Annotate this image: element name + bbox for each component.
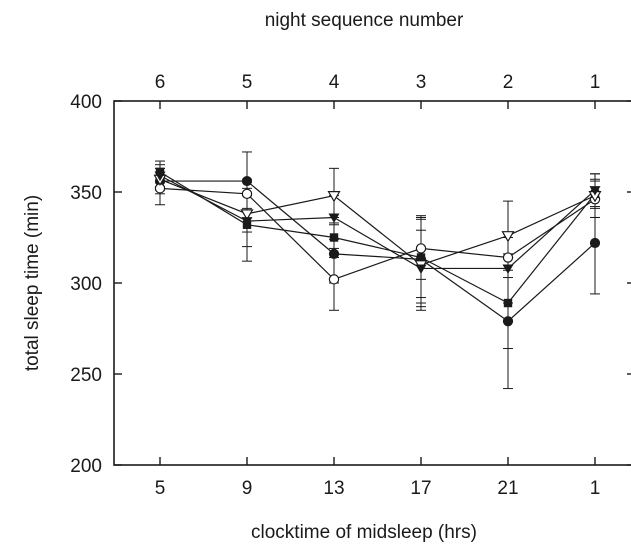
top-axis-title: night sequence number — [265, 10, 464, 31]
y-axis-title: total sleep time (min) — [22, 195, 43, 371]
x2-tick-label: 2 — [503, 72, 514, 93]
y-tick-label: 200 — [70, 456, 102, 477]
x-tick-label: 21 — [497, 478, 518, 499]
data-point-open-triangle — [240, 209, 254, 221]
series-line — [160, 180, 596, 322]
plot-frame — [113, 100, 631, 466]
x-tick-label: 17 — [410, 478, 431, 499]
series-lines — [159, 171, 596, 322]
series-line — [159, 187, 596, 281]
error-bars — [155, 151, 600, 390]
data-point-filled-triangle — [415, 264, 427, 274]
data-point-open-circle — [502, 252, 514, 263]
data-point-open-triangle — [501, 231, 515, 243]
data-point-filled-circle — [328, 248, 340, 259]
data-point-filled-circle — [502, 316, 514, 327]
x2-tick-label: 5 — [242, 72, 253, 93]
x-tick-label: 13 — [323, 478, 344, 499]
y-tick-label: 300 — [70, 274, 102, 295]
data-point-filled-square — [416, 253, 426, 262]
x-tick-label: 9 — [242, 478, 253, 499]
data-point-open-circle — [415, 243, 427, 254]
data-point-filled-triangle — [154, 171, 166, 182]
y-tick-label: 250 — [70, 365, 102, 386]
data-point-filled-triangle — [328, 213, 340, 223]
data-point-open-triangle — [327, 191, 341, 203]
x-tick-label: 5 — [155, 478, 166, 499]
data-point-open-circle — [241, 188, 253, 200]
series-line — [159, 171, 596, 304]
y-tick-label: 350 — [70, 183, 102, 204]
series-line — [159, 178, 596, 266]
x-axis-title: clocktime of midsleep (hrs) — [251, 522, 477, 543]
x2-tick-label: 4 — [329, 72, 340, 93]
x2-tick-label: 6 — [155, 72, 166, 93]
data-point-filled-triangle — [502, 264, 514, 274]
data-point-filled-square — [329, 233, 339, 242]
series-line — [159, 175, 596, 270]
data-point-filled-circle — [589, 237, 601, 249]
data-point-filled-triangle — [241, 217, 253, 227]
x2-tick-label: 3 — [416, 72, 427, 93]
data-point-filled-circle — [241, 175, 253, 187]
x-tick-label: 1 — [590, 478, 601, 499]
y-tick-label: 400 — [70, 92, 102, 113]
data-point-filled-triangle — [589, 186, 601, 196]
data-point-open-circle — [328, 274, 340, 285]
x2-tick-label: 1 — [590, 72, 601, 93]
data-point-filled-square — [503, 298, 513, 308]
series-markers — [153, 167, 602, 327]
